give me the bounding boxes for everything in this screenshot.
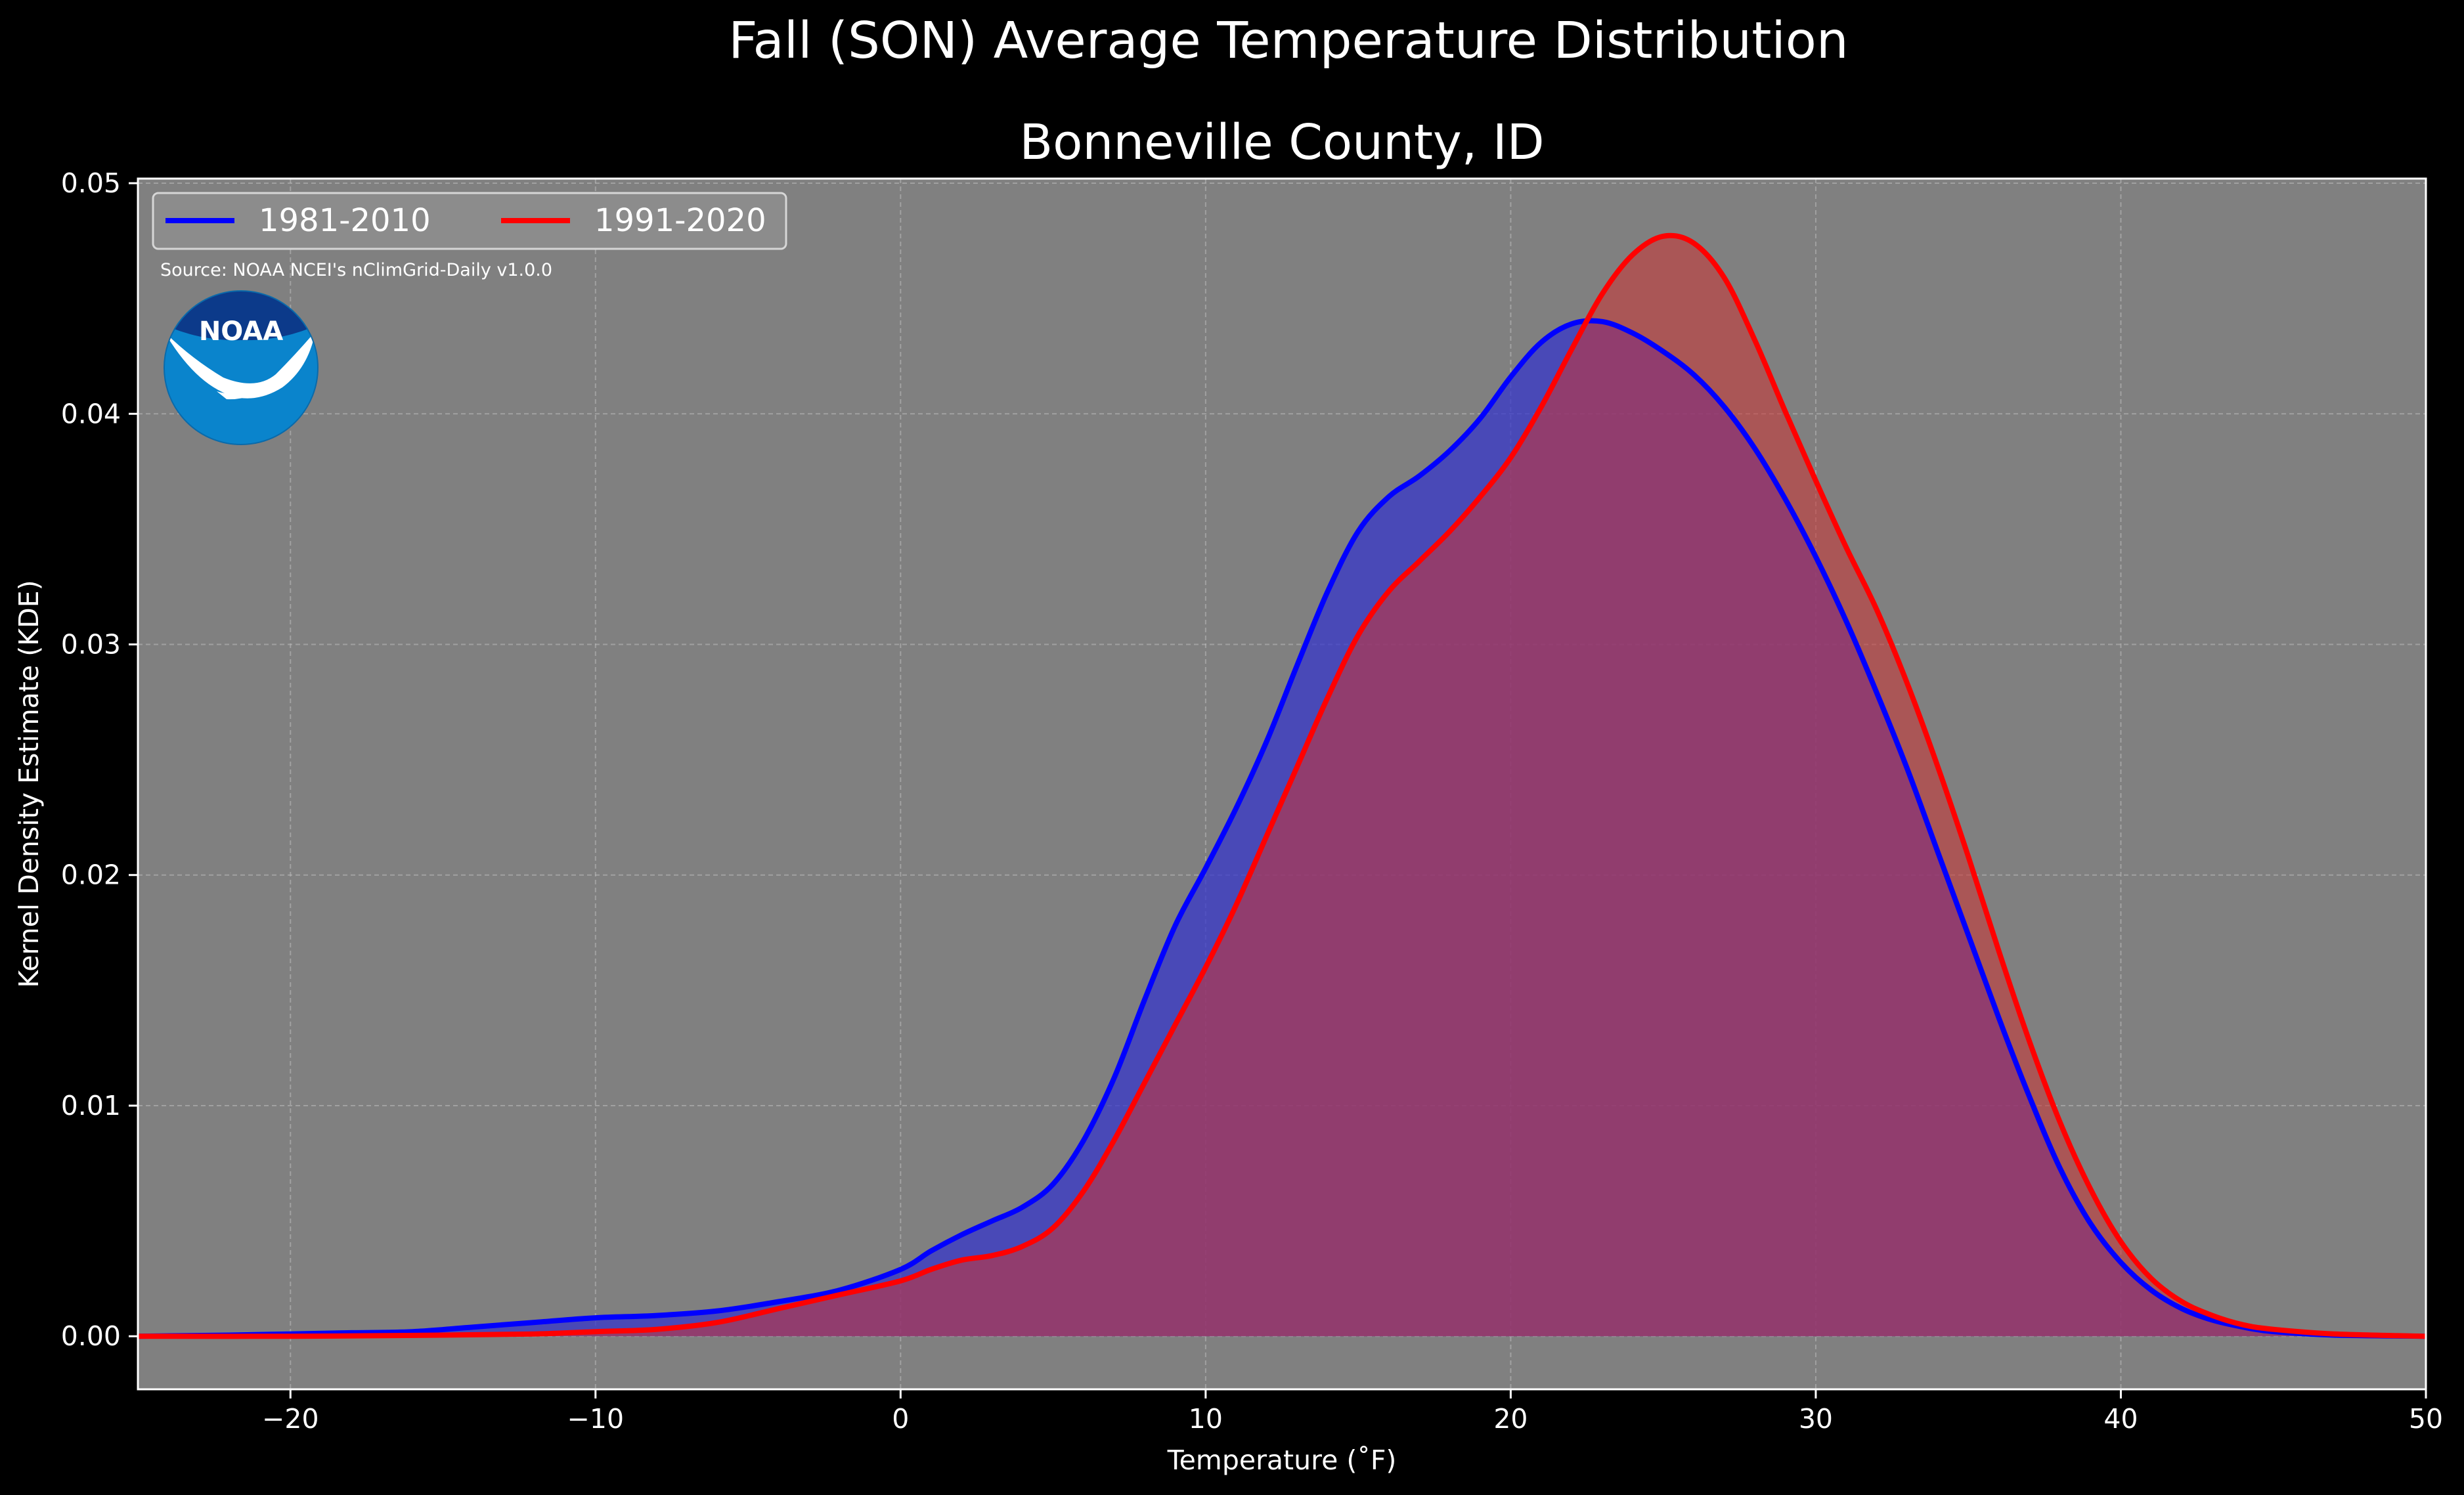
- x-tick-label: 40: [2103, 1403, 2138, 1435]
- x-tick-label: 10: [1189, 1403, 1223, 1435]
- y-tick-label: 0.04: [61, 398, 121, 429]
- source-note: Source: NOAA NCEI's nClimGrid-Daily v1.0…: [160, 260, 552, 280]
- area-1991-2020: [138, 235, 2426, 1337]
- y-tick-label: 0.00: [61, 1320, 121, 1352]
- x-tick-label: 20: [1493, 1403, 1528, 1435]
- y-tick-label: 0.01: [61, 1090, 121, 1121]
- y-tick-label: 0.03: [61, 629, 121, 661]
- x-axis-ticks: −20 −10 0 10 20 30 40 50: [262, 1389, 2443, 1435]
- noaa-logo: NOAA: [164, 290, 319, 445]
- legend-box: [152, 192, 787, 250]
- line-1981-2010: [138, 318, 2426, 1339]
- density-lines: [138, 232, 2426, 1339]
- x-tick-label: 50: [2409, 1403, 2443, 1435]
- legend-label-1991-2020: 1991-2020: [594, 202, 766, 239]
- y-tick-label: 0.05: [61, 167, 121, 199]
- noaa-logo-text: NOAA: [199, 316, 283, 347]
- chart-suptitle: Fall (SON) Average Temperature Distribut…: [728, 12, 1848, 70]
- x-axis-label: Temperature (˚F): [1167, 1444, 1397, 1476]
- x-tick-label: 0: [892, 1403, 909, 1435]
- x-tick-label: 30: [1799, 1403, 1833, 1435]
- x-tick-label: −10: [567, 1403, 625, 1435]
- density-areas: [138, 235, 2426, 1337]
- legend-label-1981-2010: 1981-2010: [259, 202, 431, 239]
- x-tick-label: −20: [262, 1403, 319, 1435]
- y-tick-label: 0.02: [61, 859, 121, 891]
- y-axis-label: Kernel Density Estimate (KDE): [13, 580, 45, 987]
- legend: 1981-2010 1991-2020: [152, 192, 787, 250]
- chart-title: Bonneville County, ID: [1019, 114, 1544, 171]
- y-axis-ticks: 0.00 0.01 0.02 0.03 0.04 0.05: [61, 167, 138, 1352]
- line-1991-2020: [138, 232, 2426, 1339]
- plot-frame: [137, 177, 2427, 1391]
